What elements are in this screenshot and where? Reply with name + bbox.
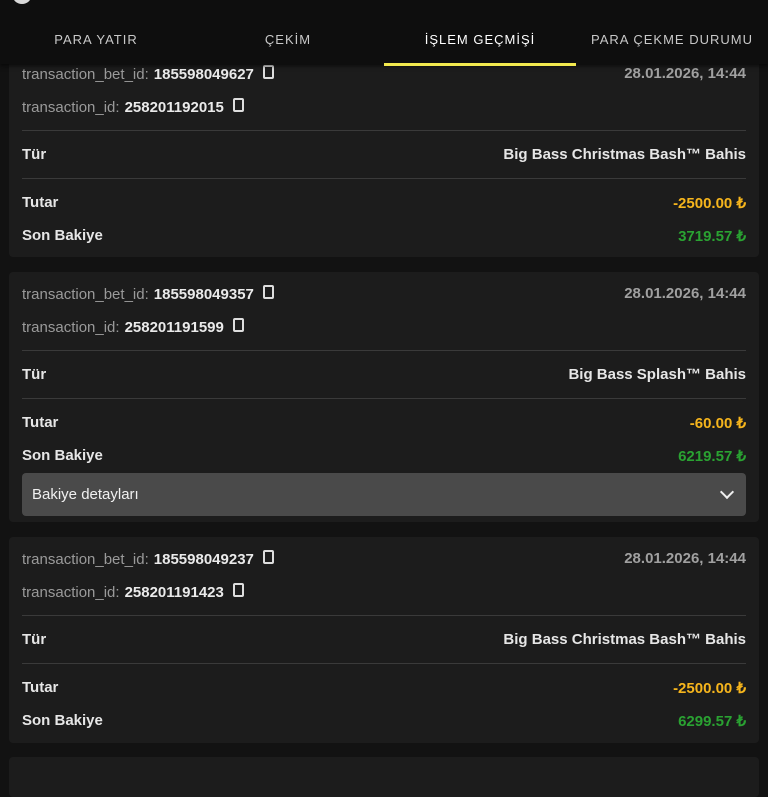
bet-id-label: transaction_bet_id: [22,550,149,568]
chevron-down-icon [719,484,735,499]
balance-details-label: Bakiye detayları [32,486,139,503]
amount-label: Tutar [22,679,59,696]
bet-id-label: transaction_bet_id: [22,65,149,83]
date: 28.01.2026, 14:44 [624,65,746,82]
divider [22,178,746,179]
balance-label: Son Bakiye [22,447,103,464]
type-value: Big Bass Christmas Bash™ Bahis [503,631,746,648]
date: 28.01.2026, 14:44 [624,285,746,302]
bet-id-value: 185598049627 [153,65,254,83]
tx-id-label: transaction_id: [22,98,120,116]
copy-icon[interactable] [232,97,244,112]
amount-value: -60.00 ₺ [689,414,746,432]
divider [22,350,746,351]
date: 28.01.2026, 14:44 [624,550,746,567]
transaction-card [9,757,759,797]
copy-icon[interactable] [232,582,244,597]
divider [22,615,746,616]
type-value: Big Bass Christmas Bash™ Bahis [503,146,746,163]
copy-icon[interactable] [262,64,274,79]
balance-value: 6219.57 ₺ [678,447,746,465]
tab-bar: PARA YATIR ÇEKİM İŞLEM GEÇMİŞİ PARA ÇEKM… [0,22,768,66]
balance-value: 3719.57 ₺ [678,227,746,245]
divider [22,398,746,399]
balance-label: Son Bakiye [22,712,103,729]
tx-id-label: transaction_id: [22,318,120,336]
tx-id-value: 258201191423 [124,583,224,601]
copy-icon[interactable] [262,549,274,564]
amount-label: Tutar [22,414,59,431]
type-label: Tür [22,146,47,163]
amount-value: -2500.00 ₺ [673,194,746,212]
tx-id-label: transaction_id: [22,583,120,601]
tx-id-value: 258201192015 [124,98,224,116]
divider [22,130,746,131]
copy-icon[interactable] [262,284,274,299]
amount-label: Tutar [22,194,59,211]
tab-history[interactable]: İŞLEM GEÇMİŞİ [384,22,576,66]
copy-icon[interactable] [232,317,244,332]
balance-label: Son Bakiye [22,227,103,244]
type-label: Tür [22,631,47,648]
bet-id-value: 185598049237 [153,550,254,568]
header: PARA YATIR ÇEKİM İŞLEM GEÇMİŞİ PARA ÇEKM… [0,0,768,66]
tab-withdraw[interactable]: ÇEKİM [264,32,312,47]
transaction-card: transaction_bet_id: 185598049237 28.01.202… [9,537,759,743]
balance-value: 6299.57 ₺ [678,712,746,730]
transaction-card: transaction_bet_id: 185598049357 28.01.202… [9,272,759,522]
avatar-icon[interactable] [12,0,32,4]
type-value: Big Bass Splash™ Bahis [568,366,746,383]
tx-id-value: 258201191599 [124,318,224,336]
bet-id-value: 185598049357 [153,285,254,303]
divider [22,663,746,664]
tab-withdraw-status[interactable]: PARA ÇEKME DURUMU [591,32,753,47]
balance-details-dropdown[interactable]: Bakiye detayları [22,473,746,516]
type-label: Tür [22,366,47,383]
transaction-card: transaction_bet_id: 185598049627 28.01.202… [9,52,759,257]
bet-id-label: transaction_bet_id: [22,285,149,303]
amount-value: -2500.00 ₺ [673,679,746,697]
tab-deposit[interactable]: PARA YATIR [54,32,138,47]
